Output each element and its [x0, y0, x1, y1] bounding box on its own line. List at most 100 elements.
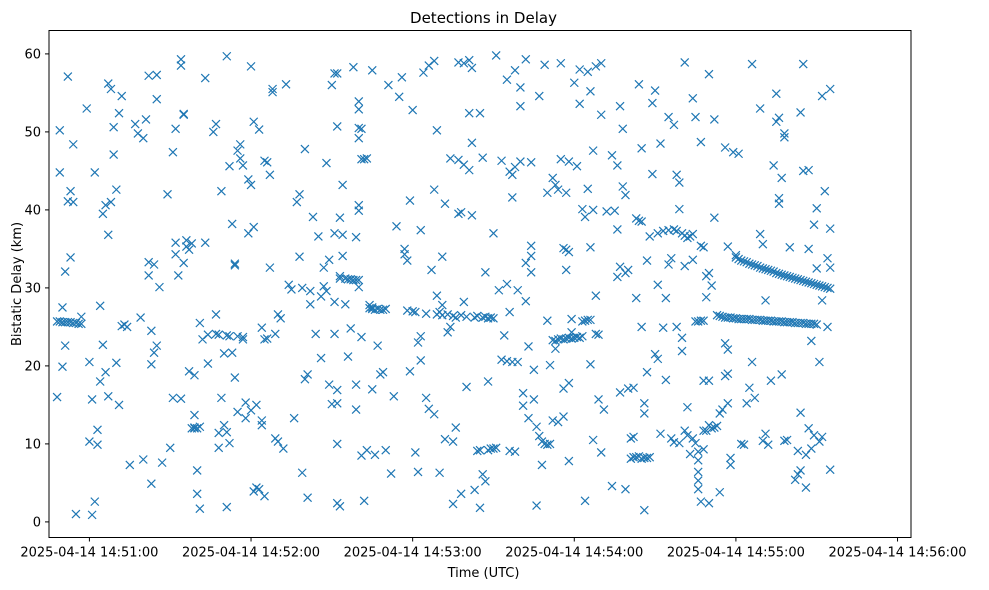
data-point-400	[548, 416, 558, 425]
data-point-310	[451, 423, 461, 432]
data-point-347	[489, 313, 498, 323]
data-point-107	[200, 238, 210, 248]
data-point-394	[542, 316, 552, 326]
data-point-278	[413, 467, 423, 477]
y-tick-label-5: 50	[24, 125, 41, 140]
data-point-64	[144, 270, 154, 280]
data-point-665	[785, 242, 795, 252]
data-point-142	[241, 413, 251, 423]
data-point-282	[416, 331, 426, 341]
data-point-205	[332, 68, 342, 78]
data-point-702	[812, 320, 822, 329]
data-point-641	[769, 161, 779, 170]
data-point-346	[489, 228, 498, 238]
data-point-599	[734, 149, 744, 159]
data-point-87	[179, 109, 189, 119]
data-point-497	[645, 452, 655, 462]
data-point-151	[251, 483, 261, 493]
data-point-209	[332, 439, 342, 449]
x-tick-label-4: 2025-04-14 14:55:00	[667, 546, 805, 561]
data-point-660	[782, 271, 792, 281]
data-point-316	[456, 489, 466, 499]
data-point-78	[168, 393, 178, 403]
data-point-596	[731, 253, 741, 262]
data-point-24	[76, 312, 86, 322]
data-point-178	[295, 189, 304, 199]
data-point-696	[806, 336, 816, 346]
data-point-504	[653, 280, 663, 290]
data-point-138	[238, 334, 248, 344]
data-point-390	[537, 460, 547, 470]
data-point-583	[720, 143, 730, 152]
data-point-108	[203, 330, 213, 340]
data-point-326	[467, 210, 477, 220]
data-point-662	[782, 435, 792, 445]
x-tick-label-5: 2025-04-14 14:56:00	[828, 546, 966, 561]
data-point-231	[354, 97, 364, 106]
y-tick-label-2: 20	[24, 359, 41, 374]
data-point-194	[319, 281, 329, 291]
data-point-461	[610, 206, 620, 216]
data-point-718	[825, 84, 835, 94]
data-point-103	[195, 504, 205, 514]
data-point-312	[454, 209, 463, 219]
data-point-458	[602, 207, 612, 216]
data-point-462	[612, 224, 622, 234]
data-point-128	[227, 219, 237, 229]
data-point-190	[313, 231, 323, 241]
data-point-484	[634, 79, 644, 89]
data-point-343	[483, 377, 493, 386]
data-point-124	[222, 502, 232, 512]
data-point-281	[416, 356, 426, 365]
data-point-67	[146, 479, 156, 489]
y-tick-label-6: 60	[24, 47, 41, 62]
data-point-121	[222, 331, 232, 340]
data-point-327	[467, 138, 477, 148]
data-point-12	[55, 125, 65, 135]
data-point-680	[798, 276, 808, 286]
data-point-605	[739, 440, 749, 450]
data-point-690	[804, 165, 814, 175]
data-point-314	[456, 310, 466, 320]
x-tick-label-0: 2025-04-14 14:51:00	[20, 546, 158, 561]
data-point-34	[95, 301, 105, 311]
data-point-97	[190, 410, 199, 420]
data-point-715	[823, 253, 832, 263]
data-point-564	[704, 268, 714, 278]
data-point-83	[176, 54, 186, 64]
data-point-466	[615, 262, 625, 272]
data-point-246	[365, 303, 374, 313]
data-point-579	[718, 405, 727, 415]
data-point-332	[475, 108, 485, 118]
data-point-627	[758, 239, 768, 249]
data-point-158	[260, 156, 269, 166]
data-point-443	[586, 242, 595, 252]
data-point-427	[569, 78, 579, 88]
data-point-700	[809, 430, 819, 440]
data-point-351	[494, 285, 504, 295]
data-point-48	[111, 358, 121, 368]
data-point-701	[812, 280, 822, 290]
data-point-666	[788, 273, 797, 283]
data-point-631	[761, 295, 770, 305]
data-point-509	[658, 323, 668, 333]
data-point-447	[588, 146, 598, 156]
data-point-307	[448, 437, 458, 446]
x-tick-label-2: 2025-04-14 14:53:00	[344, 546, 482, 561]
data-point-177	[292, 197, 302, 207]
data-point-396	[545, 360, 555, 370]
data-point-591	[726, 460, 735, 470]
data-point-510	[661, 293, 671, 303]
data-point-195	[322, 286, 331, 296]
data-point-325	[467, 63, 477, 73]
data-point-516	[666, 253, 676, 263]
data-point-655	[779, 270, 789, 280]
data-point-651	[777, 270, 787, 280]
data-point-61	[141, 114, 151, 124]
data-point-383	[529, 365, 539, 375]
data-point-412	[559, 412, 568, 422]
data-point-302	[443, 309, 453, 319]
data-point-127	[225, 438, 234, 448]
data-point-709	[817, 295, 827, 305]
data-point-382	[526, 251, 536, 261]
